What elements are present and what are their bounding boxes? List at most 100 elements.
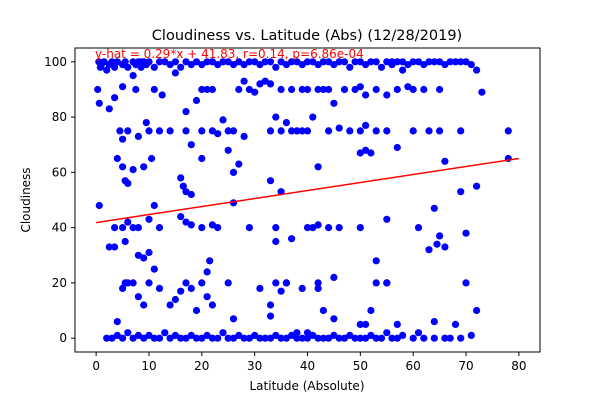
data-point — [140, 334, 148, 342]
data-point — [224, 127, 232, 135]
data-point — [129, 334, 137, 342]
data-point — [150, 85, 158, 94]
data-point — [420, 85, 428, 94]
data-point — [177, 174, 185, 182]
data-point — [436, 232, 444, 240]
data-point — [177, 213, 185, 221]
data-point — [277, 127, 285, 135]
data-point — [182, 188, 190, 196]
data-point — [214, 61, 222, 69]
x-axis-label: Latitude (Absolute) — [249, 379, 364, 393]
data-point — [393, 334, 401, 342]
data-point — [367, 58, 375, 66]
data-point — [245, 58, 253, 66]
data-point — [124, 179, 132, 187]
data-point — [467, 331, 475, 339]
data-point — [288, 331, 296, 339]
data-point — [372, 279, 380, 287]
data-point — [116, 127, 124, 135]
data-point — [430, 318, 438, 326]
data-point — [303, 329, 312, 337]
data-point — [208, 301, 216, 309]
data-point — [441, 243, 449, 251]
data-point — [124, 127, 132, 135]
data-point — [134, 224, 142, 232]
data-point — [325, 334, 333, 342]
data-point — [298, 61, 306, 69]
data-point — [166, 334, 174, 342]
data-point — [314, 221, 322, 229]
x-tick-label: 10 — [141, 359, 156, 373]
data-point — [393, 85, 401, 94]
data-point — [399, 58, 407, 66]
y-tick-label: 100 — [44, 55, 67, 69]
data-point — [208, 127, 216, 135]
data-point — [430, 334, 438, 342]
data-point — [346, 127, 354, 135]
data-point — [383, 91, 391, 99]
data-point — [372, 257, 380, 265]
data-point — [256, 284, 264, 292]
data-point — [335, 224, 343, 232]
data-point — [314, 279, 322, 287]
data-point — [203, 331, 211, 339]
data-point — [214, 130, 222, 138]
data-point — [356, 127, 364, 135]
data-point — [198, 127, 206, 135]
data-point — [393, 320, 401, 328]
data-point — [414, 58, 423, 66]
data-point — [203, 268, 211, 276]
data-point — [314, 163, 322, 171]
y-axis: 0 20 40 60 80 100 — [44, 55, 75, 345]
data-point — [148, 154, 156, 163]
y-tick-label: 40 — [52, 221, 67, 235]
x-tick-label: 70 — [458, 359, 473, 373]
data-point — [182, 108, 190, 116]
data-point — [351, 58, 359, 66]
data-point — [346, 331, 354, 339]
y-tick-label: 80 — [52, 110, 67, 124]
data-point — [319, 334, 327, 342]
data-point — [504, 127, 512, 135]
plot-area — [94, 58, 519, 342]
x-tick-label: 30 — [247, 359, 262, 373]
data-point — [113, 331, 121, 339]
data-point — [182, 127, 190, 135]
data-point — [335, 334, 343, 342]
y-tick-label: 20 — [52, 276, 67, 290]
y-axis-label: Cloudiness — [19, 167, 33, 232]
data-point — [303, 127, 312, 135]
data-point — [367, 331, 375, 339]
data-point — [298, 127, 306, 135]
data-point — [192, 334, 201, 342]
data-point — [198, 61, 206, 69]
data-point — [95, 99, 103, 107]
data-point — [208, 221, 216, 229]
data-point — [478, 88, 486, 96]
data-point — [272, 224, 280, 232]
data-point — [383, 215, 391, 223]
data-point — [219, 58, 227, 66]
data-point — [192, 96, 201, 105]
data-point — [182, 218, 190, 226]
data-point — [277, 58, 285, 66]
data-point — [229, 168, 238, 176]
data-point — [335, 58, 343, 66]
data-point — [129, 224, 137, 232]
data-point — [325, 224, 333, 232]
data-point — [314, 334, 322, 342]
data-point — [362, 61, 370, 69]
data-point — [219, 116, 227, 124]
data-point — [473, 182, 481, 190]
data-point — [198, 279, 206, 287]
data-point — [134, 293, 142, 301]
data-point — [111, 94, 119, 102]
data-point — [420, 334, 428, 342]
data-point — [124, 218, 132, 226]
data-point — [119, 83, 127, 91]
data-point — [282, 119, 290, 127]
data-point — [441, 157, 449, 165]
data-point — [425, 127, 433, 135]
data-point — [319, 306, 327, 315]
